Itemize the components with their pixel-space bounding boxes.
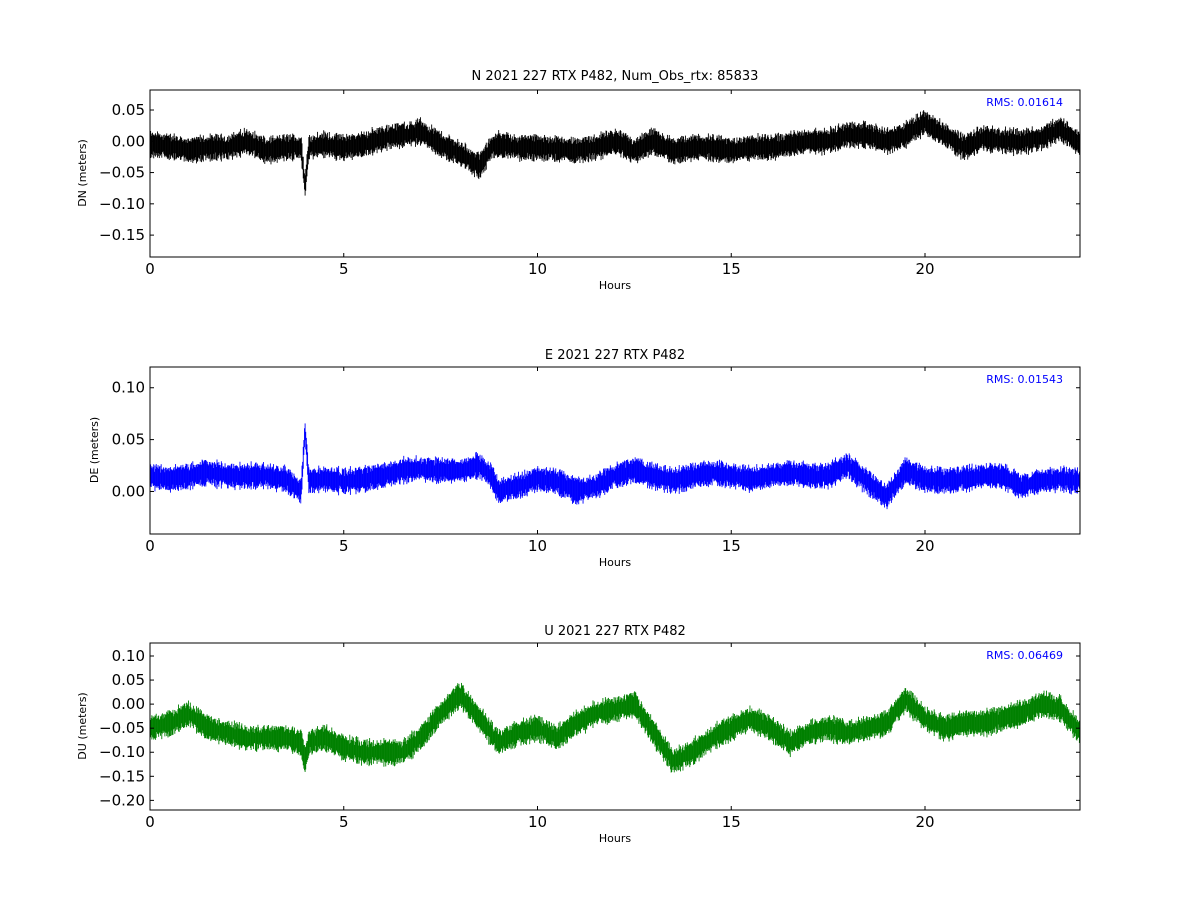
data-points xyxy=(149,682,1081,773)
chart-title: E 2021 227 RTX P482 xyxy=(545,348,685,363)
panel-north: N 2021 227 RTX P482, Num_Obs_rtx: 85833 … xyxy=(76,69,1081,292)
y-tick-label: −0.10 xyxy=(99,195,145,213)
y-tick-label: 0.05 xyxy=(112,101,145,119)
y-tick-label: −0.10 xyxy=(99,743,145,761)
x-tick-label: 15 xyxy=(722,260,741,278)
y-tick-label: 0.10 xyxy=(112,379,145,397)
x-tick-label: 15 xyxy=(722,813,741,831)
x-tick-label: 0 xyxy=(145,260,155,278)
y-tick-label: −0.05 xyxy=(99,164,145,182)
rms-annotation: RMS: 0.01543 xyxy=(986,373,1063,386)
x-tick-label: 15 xyxy=(722,537,741,555)
y-axis-label: DN (meters) xyxy=(76,139,89,207)
y-tick-label: 0.05 xyxy=(112,671,145,689)
x-axis-label: Hours xyxy=(599,832,631,845)
x-tick-label: 20 xyxy=(915,813,934,831)
x-tick-label: 0 xyxy=(145,537,155,555)
axis-ticks: 0 5 10 15 20 0.05 0.00 −0.05 −0.10 −0.15 xyxy=(99,90,1080,278)
x-tick-label: 20 xyxy=(915,260,934,278)
plot-frame xyxy=(149,89,1081,258)
chart-title: U 2021 227 RTX P482 xyxy=(544,624,686,639)
axis-ticks: 0 5 10 15 20 0.10 0.05 0.00 xyxy=(112,367,1080,555)
x-tick-label: 20 xyxy=(915,537,934,555)
y-tick-label: −0.15 xyxy=(99,226,145,244)
x-tick-label: 0 xyxy=(145,813,155,831)
y-tick-label: 0.00 xyxy=(112,482,145,500)
x-tick-label: 5 xyxy=(339,260,349,278)
chart-title: N 2021 227 RTX P482, Num_Obs_rtx: 85833 xyxy=(472,69,759,84)
panel-east: E 2021 227 RTX P482 RMS: 0.01543 Hours D… xyxy=(88,348,1081,569)
data-points xyxy=(149,423,1081,510)
plot-frame xyxy=(149,366,1081,535)
y-tick-label: 0.10 xyxy=(112,647,145,665)
y-tick-label: −0.15 xyxy=(99,767,145,785)
rms-annotation: RMS: 0.06469 xyxy=(986,649,1063,662)
y-axis-label: DU (meters) xyxy=(76,692,89,759)
plot-frame xyxy=(149,642,1081,811)
y-tick-label: 0.05 xyxy=(112,431,145,449)
y-tick-label: −0.20 xyxy=(99,791,145,809)
y-tick-label: 0.00 xyxy=(112,132,145,150)
x-axis-label: Hours xyxy=(599,279,631,292)
axis-ticks: 0 5 10 15 20 0.10 0.05 0.00 −0.05 −0.10 −0.15 −0.20 xyxy=(99,643,1080,831)
panel-up: U 2021 227 RTX P482 RMS: 0.06469 Hours D… xyxy=(76,624,1081,845)
y-tick-label: −0.05 xyxy=(99,719,145,737)
x-axis-label: Hours xyxy=(599,556,631,569)
x-tick-label: 5 xyxy=(339,537,349,555)
y-tick-label: 0.00 xyxy=(112,695,145,713)
x-tick-label: 10 xyxy=(528,260,547,278)
y-axis-label: DE (meters) xyxy=(88,417,101,483)
x-tick-label: 5 xyxy=(339,813,349,831)
data-points xyxy=(149,110,1081,196)
x-tick-label: 10 xyxy=(528,537,547,555)
rms-annotation: RMS: 0.01614 xyxy=(986,96,1063,109)
x-tick-label: 10 xyxy=(528,813,547,831)
